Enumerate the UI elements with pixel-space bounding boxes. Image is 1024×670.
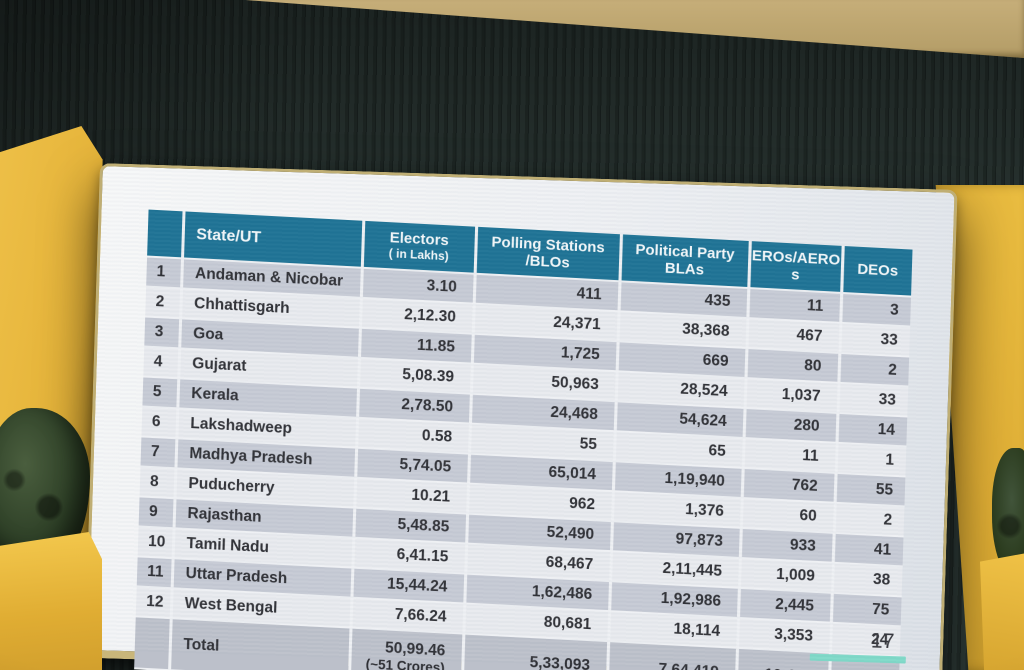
row-number: 5 <box>142 376 179 409</box>
header-electors: Electors( in Lakhs) <box>361 220 477 274</box>
total-electors: 50,99.46 (~51 Crores) <box>348 627 464 670</box>
deos-value: 3 <box>840 292 912 327</box>
slide-table: State/UT Electors( in Lakhs) Polling Sta… <box>134 209 913 670</box>
eros-aeros-value: 11 <box>742 437 837 473</box>
header-political-party-blas: Political Party BLAs <box>619 234 750 289</box>
eros-aeros-value: 11 <box>747 288 842 323</box>
header-deos: DEOs <box>841 245 913 297</box>
row-number: 6 <box>141 406 178 439</box>
row-number: 2 <box>145 286 182 319</box>
eros-aeros-value: 60 <box>740 497 835 533</box>
eros-aeros-value: 762 <box>741 467 836 503</box>
eros-aeros-value: 1,037 <box>744 377 839 413</box>
row-number: 1 <box>146 256 183 289</box>
deos-value: 33 <box>839 322 911 357</box>
row-number: 7 <box>140 436 177 469</box>
eros-aeros-value: 80 <box>745 348 840 383</box>
electoral-data-table: State/UT Electors( in Lakhs) Polling Sta… <box>134 209 913 670</box>
projection-screen: State/UT Electors( in Lakhs) Polling Sta… <box>84 163 958 670</box>
total-label: Total <box>169 618 351 670</box>
total-serial-cell <box>134 616 171 670</box>
header-polling-stations: Polling Stations/BLOs <box>474 226 622 282</box>
row-number: 11 <box>136 556 173 589</box>
row-number: 8 <box>139 466 176 499</box>
deos-value: 75 <box>830 592 902 627</box>
eros-aeros-value: 280 <box>743 407 838 443</box>
left-yellow-ledge <box>0 532 102 670</box>
deos-value: 2 <box>833 502 905 537</box>
eros-aeros-value: 2,445 <box>738 587 832 623</box>
deos-value: 33 <box>837 382 909 417</box>
row-number: 3 <box>144 316 181 349</box>
page-number-block: 17 <box>809 628 907 664</box>
deos-value: 55 <box>834 472 906 507</box>
row-number: 4 <box>143 346 180 379</box>
total-polling-stations: 5,33,093 <box>461 633 609 670</box>
header-serial <box>147 209 184 259</box>
deos-value: 38 <box>831 562 903 597</box>
row-number: 12 <box>135 586 172 619</box>
row-number: 9 <box>138 496 175 529</box>
header-eros-aeros: EROs/AERO s <box>748 241 843 293</box>
deos-value: 2 <box>838 352 910 387</box>
eros-aeros-value: 467 <box>746 318 841 353</box>
right-yellow-ledge <box>980 552 1024 670</box>
eros-aeros-value: 933 <box>739 527 834 563</box>
page-number: 17 <box>870 629 895 654</box>
table-body: 1 Andaman & Nicobar 3.10 411 435 11 3 2 … <box>135 256 912 657</box>
deos-value: 1 <box>835 442 907 477</box>
row-number: 10 <box>137 526 174 559</box>
deos-value: 14 <box>836 412 908 447</box>
eros-aeros-value: 1,009 <box>738 557 833 593</box>
deos-value: 41 <box>832 532 904 567</box>
